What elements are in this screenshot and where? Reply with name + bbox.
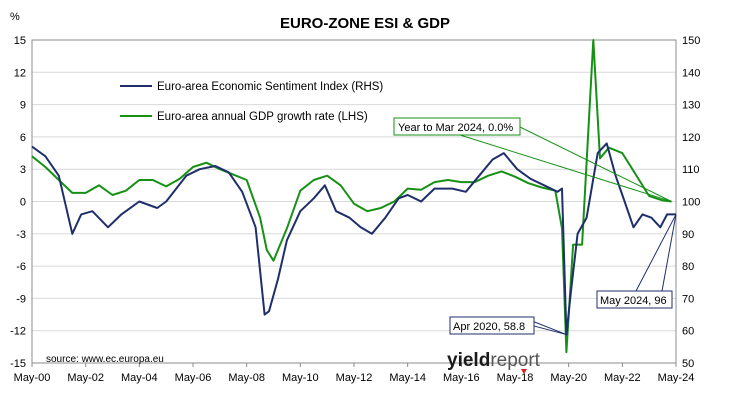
x-tick-label: May-06 [175,372,212,384]
x-tick-label: May-22 [604,372,641,384]
callout-box-gdp [393,117,521,136]
callout-box-esi-latest [596,290,673,309]
right-tick-label: 100 [682,197,700,209]
left-tick-label: -3 [16,229,26,241]
yieldreport-logo: yieldreport [447,350,541,374]
logo-text-report: report [490,350,540,371]
right-tick-label: 60 [682,326,694,338]
series-layer [31,39,676,354]
left-tick-label: 9 [20,100,26,112]
right-tick-label: 90 [682,229,694,241]
right-tick-label: 70 [682,293,694,305]
left-tick-label: -6 [16,261,26,273]
x-tick-label: May-20 [550,372,587,384]
left-tick-label: -9 [16,293,26,305]
x-tick-label: May-24 [658,372,695,384]
right-tick-label: 80 [682,261,694,273]
callout-esi-latest: May 2024, 96 [600,295,667,307]
right-tick-label: 110 [682,164,700,176]
leader-gdp [459,134,672,202]
legend-label-gdp: Euro-area annual GDP growth rate (LHS) [157,111,368,123]
left-tick-label: -15 [10,358,26,370]
logo-text-yield: yield [447,350,490,371]
left-tick-label: -12 [10,326,26,338]
left-tick-label: 3 [20,164,26,176]
right-tick-label: 130 [682,100,700,112]
x-tick-label: May-02 [67,372,104,384]
right-tick-label: 140 [682,67,700,79]
legend-label-esi: Euro-area Economic Sentiment Index (RHS) [157,81,383,93]
left-axis-unit-label: % [10,11,20,23]
x-tick-label: May-12 [336,372,373,384]
source-note: source: www.ec.europa.eu [46,354,164,365]
left-tick-label: 0 [20,197,26,209]
callout-gdp-latest: Year to Mar 2024, 0.0% [398,122,513,134]
logo-triangle-icon [521,369,527,374]
x-axis: May-00 May-02 May-04 May-06 May-08 May-10 May-… [14,363,695,384]
right-tick-label: 150 [682,35,700,47]
left-tick-label: 12 [14,67,26,79]
svg-text:yieldreport: yieldreport [447,350,541,371]
x-tick-label: May-14 [389,372,426,384]
left-tick-label: 15 [14,35,26,47]
x-tick-label: May-16 [443,372,480,384]
callout-esi-low: Apr 2020, 58.8 [453,321,525,333]
legend: Euro-area Economic Sentiment Index (RHS)… [120,81,383,123]
leader-gdp [519,126,672,202]
left-axis: 15 12 9 6 3 0 -3 -6 -9 -12 -15 [10,35,26,370]
right-tick-label: 50 [682,358,694,370]
right-axis: 150 140 130 120 110 100 90 80 70 60 50 [682,35,700,370]
callouts: Year to Mar 2024, 0.0% May 2024, 96 Apr … [393,117,677,336]
chart-title: EURO-ZONE ESI & GDP [280,15,450,32]
x-tick-label: May-10 [282,372,319,384]
right-tick-label: 120 [682,132,700,144]
leader-esi-latest [661,214,677,292]
left-tick-label: 6 [20,132,26,144]
leader-esi-latest [635,214,677,292]
callout-box-esi-low [449,316,535,335]
x-tick-label: May-08 [228,372,265,384]
x-tick-label: May-00 [14,372,51,384]
series-line-esi [31,142,676,336]
x-tick-label: May-18 [497,372,534,384]
x-tick-label: May-04 [121,372,158,384]
